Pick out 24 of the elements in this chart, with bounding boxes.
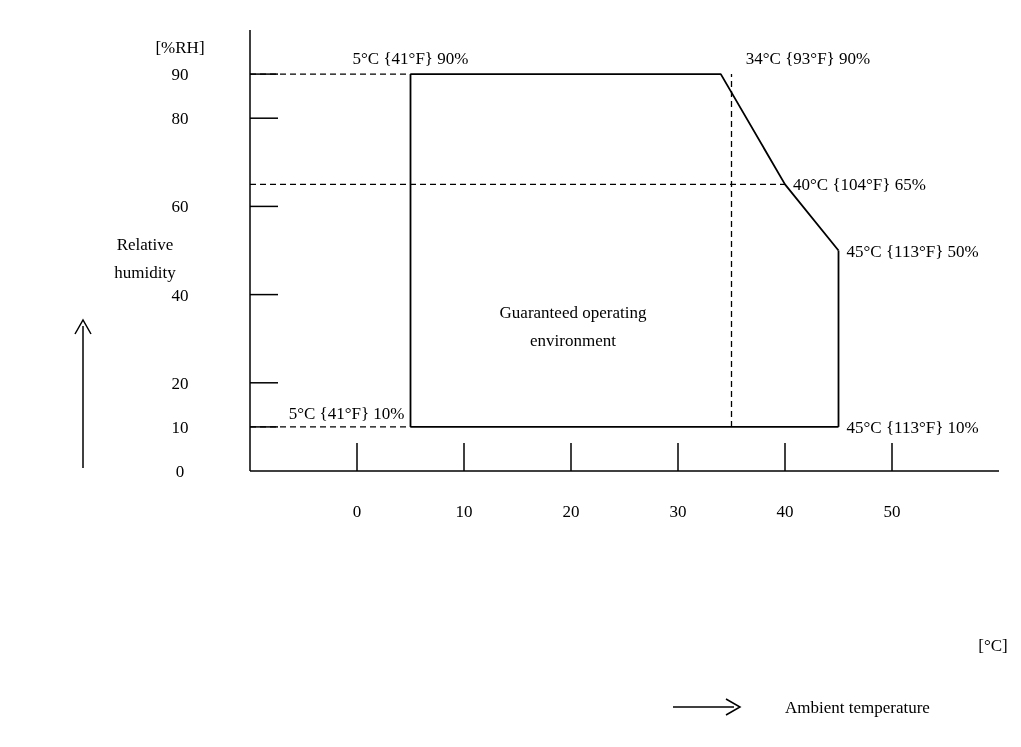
x-tick-label: 40	[776, 502, 794, 521]
annotation: 45°C {113°F} 50%	[846, 241, 979, 261]
annotation: 34°C {93°F} 90%	[745, 49, 871, 69]
y-tick-label: 60	[171, 197, 189, 217]
y-tick-label: 80	[171, 109, 189, 129]
annotation: 45°C {113°F} 10%	[846, 417, 979, 437]
text: [°C]	[978, 636, 1008, 655]
annotation: 5°C {41°F} 10%	[288, 403, 405, 423]
annotation: Guaranteed operating environment	[499, 303, 647, 350]
annotation: 40°C {104°F} 65%	[793, 175, 926, 195]
y-tick-label: 90	[171, 65, 189, 85]
x-tick-label: 30	[669, 502, 687, 521]
y-axis-title: Relative humidity	[114, 235, 177, 282]
y-tick-label: 40	[171, 285, 189, 305]
text: Ambient temperature	[785, 698, 930, 717]
annotation: 5°C {41°F} 90%	[352, 49, 469, 69]
x-tick-label: 10	[455, 502, 473, 521]
text: [%RH]	[155, 38, 205, 57]
x-tick-label: 50	[883, 502, 901, 521]
x-tick-label: 20	[562, 502, 580, 521]
y-tick-label: 10	[171, 417, 189, 437]
y-tick-label: 0	[175, 462, 185, 481]
x-tick-label: 0	[352, 502, 362, 521]
y-tick-label: 20	[171, 373, 189, 393]
